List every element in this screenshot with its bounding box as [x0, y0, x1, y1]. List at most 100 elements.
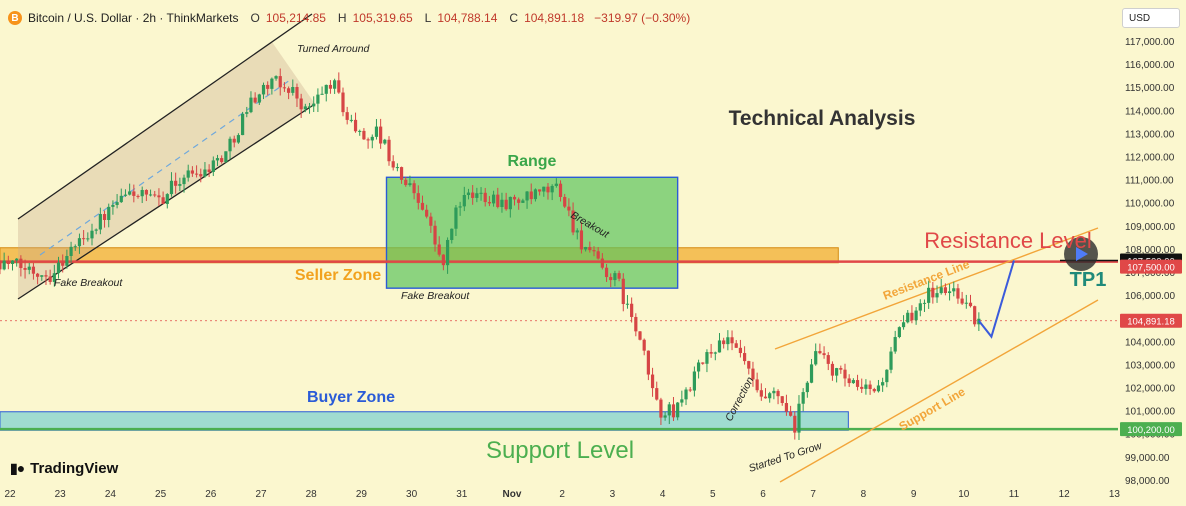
candle-body	[768, 393, 772, 399]
candle-body	[973, 306, 977, 325]
support-level-label: Support Level	[486, 437, 634, 464]
candle-body	[734, 343, 738, 348]
candle-body	[232, 138, 236, 143]
candle-body	[663, 415, 667, 418]
symbol-title[interactable]: Bitcoin / U.S. Dollar · 2h · ThinkMarket…	[28, 11, 239, 25]
candle-body	[236, 135, 241, 143]
candle-body	[805, 382, 809, 393]
candle-body	[567, 206, 571, 211]
candle-body	[968, 302, 973, 307]
candle-body	[780, 396, 784, 404]
y-tick-label: 103,000.00	[1125, 360, 1175, 371]
candle-body	[425, 209, 429, 217]
candle-body	[851, 380, 855, 384]
candle-body	[943, 287, 947, 294]
candle-body	[278, 76, 282, 88]
open-key: O	[250, 11, 260, 25]
price-tag	[1120, 422, 1182, 437]
bitcoin-icon: B	[8, 11, 22, 25]
play-icon	[1076, 247, 1088, 261]
projection-path	[978, 260, 1015, 339]
candle-body	[563, 196, 567, 207]
candle-body	[818, 351, 822, 354]
candle-body	[512, 196, 517, 200]
y-tick-label: 113,000.00	[1125, 129, 1175, 140]
candle-body	[312, 103, 316, 107]
candle-body	[320, 93, 324, 95]
candle-body	[621, 278, 625, 305]
resistance-level-label: Resistance Level	[924, 228, 1092, 253]
candle-body	[299, 98, 303, 110]
candle-body	[680, 399, 684, 403]
price-tag	[1120, 313, 1182, 328]
tradingview-logo[interactable]: ▮● TradingView	[10, 460, 118, 477]
candle-body	[584, 247, 588, 250]
candle-body	[864, 384, 868, 389]
resistance-trend-line	[774, 227, 1099, 350]
candle-body	[964, 302, 968, 304]
candle-body	[742, 353, 747, 362]
candle-body	[784, 403, 789, 412]
candle-body	[491, 194, 496, 204]
y-tick-label: 98,000.00	[1125, 476, 1170, 487]
candle-body	[797, 403, 801, 433]
candle-body	[69, 246, 73, 256]
candle-body	[809, 364, 814, 383]
y-tick-label: 102,000.00	[1125, 384, 1175, 395]
candle-body	[287, 88, 291, 93]
candle-body	[751, 368, 755, 380]
price-tag-label: 107,500.00	[1127, 263, 1175, 274]
candle-body	[408, 183, 412, 186]
turned-arround-annotation: Turned Arround	[297, 43, 371, 55]
candle-body	[726, 337, 730, 345]
candle-body	[554, 183, 558, 186]
candle-body	[153, 194, 157, 196]
y-tick-label: 112,000.00	[1125, 153, 1175, 164]
candle-body	[542, 186, 546, 192]
open-value: 105,214.85	[265, 11, 326, 25]
candle-body	[94, 229, 98, 231]
x-tick-label: 25	[155, 489, 167, 500]
candle-body	[316, 94, 320, 104]
candle-body	[843, 369, 847, 379]
started-to-grow-annotation: Started To Grow	[747, 439, 824, 474]
candle-body	[625, 303, 630, 305]
x-tick-label: 28	[306, 489, 318, 500]
candle-body	[169, 180, 174, 195]
x-tick-label: 11	[1009, 489, 1020, 500]
candle-body	[730, 337, 734, 344]
low-key: L	[424, 11, 432, 25]
candle-body	[341, 92, 345, 113]
candle-body	[835, 368, 839, 376]
candle-body	[65, 255, 69, 266]
candle-body	[228, 138, 232, 152]
x-tick-label: Nov	[503, 489, 522, 500]
candle-body	[722, 340, 726, 345]
candle-body	[927, 287, 931, 303]
candle-body	[529, 191, 533, 200]
candle-body	[935, 293, 939, 298]
x-tick-label: 22	[4, 489, 16, 500]
candle-body	[140, 189, 144, 197]
low-value: 104,788.14	[437, 11, 498, 25]
candle-body	[157, 195, 161, 198]
candle-body	[161, 197, 165, 204]
y-tick-label: 114,000.00	[1125, 106, 1175, 117]
candle-body	[793, 415, 797, 433]
candle-body	[960, 298, 964, 304]
candle-body	[353, 119, 358, 132]
candle-body	[61, 262, 65, 266]
candle-body	[82, 238, 86, 240]
candle-body	[650, 374, 655, 389]
candle-body	[40, 275, 44, 277]
y-tick-label: 108,000.00	[1125, 245, 1175, 256]
candle-body	[931, 287, 935, 298]
candle-body	[261, 84, 266, 95]
candle-body	[324, 84, 328, 94]
candle-body	[23, 268, 27, 270]
candle-body	[458, 206, 462, 208]
currency-selector[interactable]: USD	[1122, 8, 1180, 28]
chart-header: B Bitcoin / U.S. Dollar · 2h · ThinkMark…	[8, 10, 690, 26]
candle-body	[119, 195, 123, 203]
